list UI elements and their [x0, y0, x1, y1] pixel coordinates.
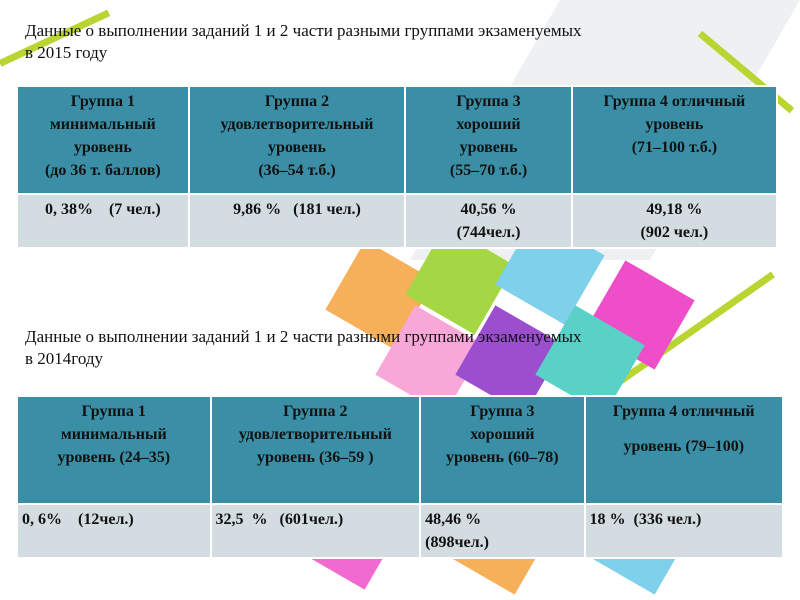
header-line: удовлетворительный: [220, 116, 374, 133]
header-line: удовлетворительный: [238, 426, 392, 443]
header-line: (55–70 т.б.): [449, 162, 528, 179]
header-cell-group-3: Группа 3 хороший уровень (60–78): [419, 395, 586, 505]
header-line: [588, 423, 780, 435]
value-line: (898чел.): [425, 534, 489, 551]
header-line: Группа 4 отличный: [612, 403, 755, 420]
header-line: уровень (60–78): [446, 449, 559, 466]
header-line: уровень: [459, 139, 518, 156]
header-line: минимальный: [60, 426, 167, 443]
value-cell-group-3: 40,56 % (744чел.): [404, 193, 573, 249]
value-cell-group-4: 18 % (336 чел.): [583, 503, 785, 559]
header-line: минимальный: [49, 116, 156, 133]
header-line: уровень: [73, 139, 132, 156]
header-line: (до 36 т. баллов): [44, 162, 161, 179]
header-line: уровень (36–59 ): [257, 449, 374, 466]
header-line: (36–54 т.б.): [258, 162, 336, 179]
table-row: 0, 6% (12чел.) 32,5 % (601чел.) 48,46 % (89…: [16, 503, 785, 559]
header-cell-group-2: Группа 2 удовлетворительный уровень (36–54 …: [187, 85, 407, 195]
value-line: (744чел.): [456, 224, 521, 241]
value-cell-group-1: 0, 38% (7 чел.): [16, 193, 190, 249]
header-line: Группа 1: [70, 93, 135, 110]
header-cell-group-3: Группа 3 хороший уровень (55–70 т.б.): [404, 85, 573, 195]
value-line: 18 % (336 чел.): [589, 511, 702, 528]
table-header-row: Группа 1 минимальный уровень (24–35) Группа…: [16, 395, 785, 505]
header-cell-group-1: Группа 1 минимальный уровень (24–35): [16, 395, 212, 505]
header-line: уровень: [268, 139, 326, 156]
header-line: уровень (24–35): [57, 449, 171, 466]
value-cell-group-3: 48,46 % (898чел.): [419, 503, 586, 559]
table-2014-title: Данные о выполнении заданий 1 и 2 части …: [25, 327, 582, 368]
header-line: Группа 1: [81, 403, 146, 420]
header-line: Группа 3: [470, 403, 535, 420]
value-line: (902 чел.): [640, 224, 709, 241]
header-line: уровень: [645, 116, 704, 133]
table-header-row: Группа 1 минимальный уровень (до 36 т. балл…: [16, 85, 779, 195]
table-2015-title: Данные о выполнении заданий 1 и 2 части …: [25, 21, 582, 62]
value-line: 0, 6% (12чел.): [22, 511, 134, 528]
value-line: 49,18 %: [646, 201, 703, 218]
value-line: 32,5 % (601чел.): [215, 511, 344, 528]
results-table-2014: Группа 1 минимальный уровень (24–35) Группа…: [16, 395, 785, 559]
value-line: 9,86 % (181 чел.): [233, 201, 361, 218]
value-cell-group-2: 9,86 % (181 чел.): [187, 193, 407, 249]
header-cell-group-4: Группа 4 отличный уровень (71–100 т.б.): [570, 85, 779, 195]
table-row: 0, 38% (7 чел.) 9,86 % (181 чел.) 40,56 % (…: [16, 193, 779, 249]
value-line: 40,56 %: [460, 201, 517, 218]
value-line: 48,46 %: [425, 511, 482, 528]
value-cell-group-1: 0, 6% (12чел.): [16, 503, 212, 559]
value-cell-group-4: 49,18 % (902 чел.): [570, 193, 779, 249]
header-line: хороший: [456, 116, 521, 133]
header-line: Группа 2: [283, 403, 348, 420]
value-cell-group-2: 32,5 % (601чел.): [209, 503, 422, 559]
value-line: 0, 38% (7 чел.): [44, 201, 161, 218]
header-cell-group-2: Группа 2 удовлетворительный уровень (36–59…: [209, 395, 422, 505]
header-line: хороший: [470, 426, 535, 443]
header-cell-group-1: Группа 1 минимальный уровень (до 36 т. балл…: [16, 85, 190, 195]
header-line: уровень (79–100): [623, 438, 745, 455]
header-line: Группа 2: [264, 93, 330, 110]
header-line: Группа 4 отличный: [603, 93, 746, 110]
results-table-2015: Группа 1 минимальный уровень (до 36 т. балл…: [16, 85, 779, 249]
header-line: (71–100 т.б.): [631, 139, 718, 156]
header-line: Группа 3: [456, 93, 521, 110]
header-cell-group-4: Группа 4 отличный уровень (79–100): [583, 395, 785, 505]
